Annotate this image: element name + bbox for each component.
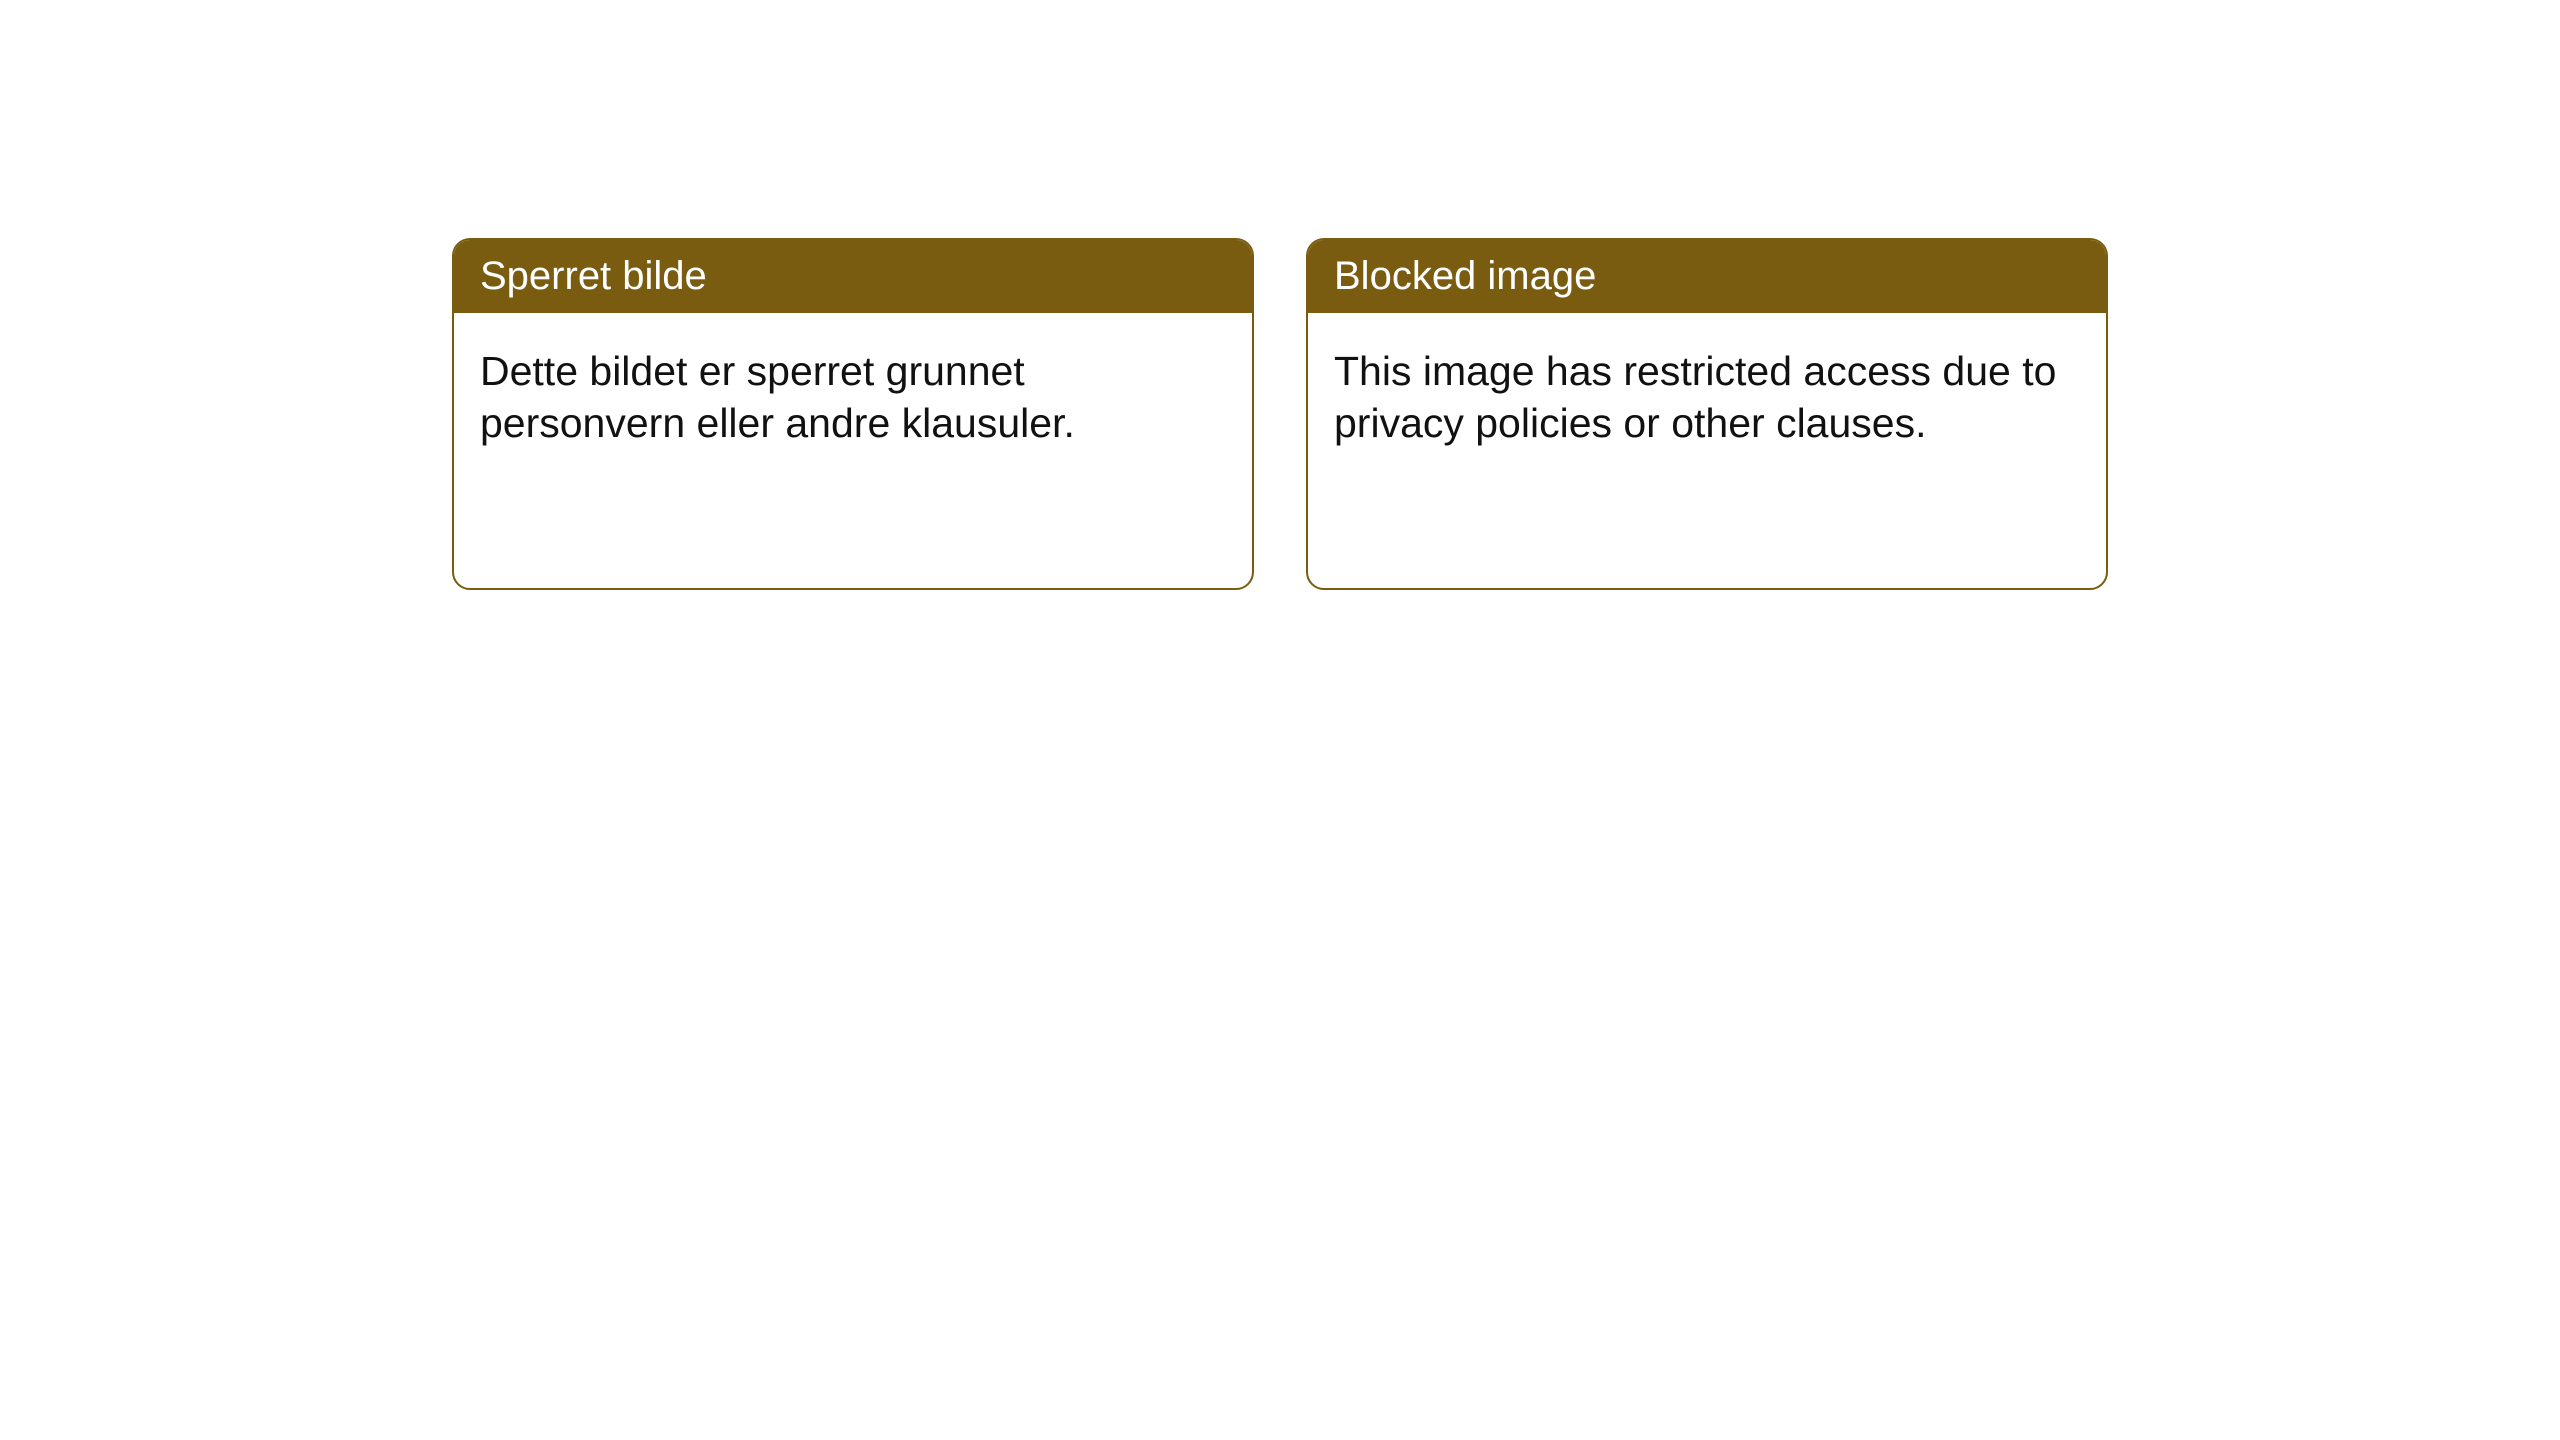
card-title: Blocked image	[1334, 254, 1596, 298]
card-body-text: Dette bildet er sperret grunnet personve…	[480, 348, 1075, 446]
card-norwegian: Sperret bilde Dette bildet er sperret gr…	[452, 238, 1254, 590]
card-body-english: This image has restricted access due to …	[1308, 313, 2106, 588]
card-header-norwegian: Sperret bilde	[454, 240, 1252, 313]
card-body-norwegian: Dette bildet er sperret grunnet personve…	[454, 313, 1252, 588]
card-body-text: This image has restricted access due to …	[1334, 348, 2056, 446]
card-english: Blocked image This image has restricted …	[1306, 238, 2108, 590]
card-header-english: Blocked image	[1308, 240, 2106, 313]
cards-container: Sperret bilde Dette bildet er sperret gr…	[452, 238, 2108, 590]
card-title: Sperret bilde	[480, 254, 707, 298]
